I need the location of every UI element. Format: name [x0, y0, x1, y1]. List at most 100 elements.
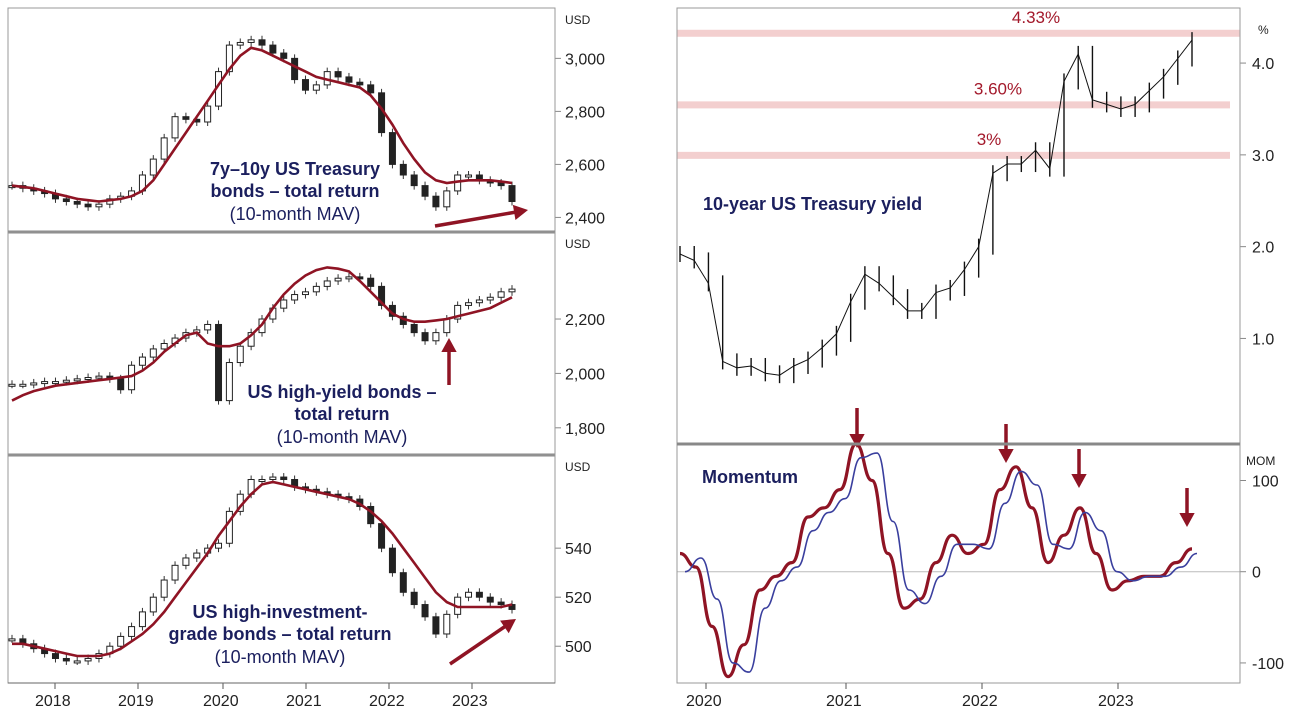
- x-tick-label-left-2: 2020: [203, 693, 239, 710]
- candle-body-1-19: [215, 323, 223, 402]
- candle-body-1-13: [149, 348, 157, 358]
- candle-body-2-15: [171, 564, 179, 581]
- candle-body-1-1: [19, 383, 27, 387]
- candle-body-0-18: [204, 105, 212, 123]
- candle-body-2-34: [378, 523, 386, 549]
- level-label-2: 3%: [977, 130, 1002, 149]
- candle-body-1-44: [486, 296, 494, 301]
- candle-body-2-5: [62, 657, 70, 662]
- candle-body-1-41: [454, 304, 462, 320]
- yield-y-tick-label-2: 2.0: [1252, 240, 1274, 257]
- panel-subtitle-1: (10-month MAV): [277, 427, 408, 447]
- candle-body-0-40: [443, 190, 451, 208]
- candle-body-0-20: [225, 44, 233, 73]
- signal-arrow-3-head: [1179, 512, 1195, 527]
- x-tick-label-right-3: 2023: [1098, 693, 1134, 710]
- candle-body-0-31: [345, 76, 353, 83]
- y-unit-label-1: USD: [565, 237, 591, 251]
- candle-body-2-38: [421, 604, 429, 618]
- candle-body-2-17: [193, 552, 201, 559]
- candle-body-0-16: [182, 116, 190, 120]
- yield-y-tick-label-0: 4.0: [1252, 56, 1274, 73]
- candle-body-2-43: [475, 591, 483, 598]
- candle-body-1-43: [475, 299, 483, 304]
- y-tick-label-2-0: 540: [565, 541, 592, 558]
- y-tick-label-1-2: 1,800: [565, 421, 605, 438]
- candle-body-1-5: [62, 379, 70, 383]
- candle-body-2-12: [138, 611, 146, 628]
- candle-body-0-38: [421, 185, 429, 197]
- rising-arrow-treasury-head: [512, 204, 528, 220]
- momentum-y-tick-label-1: 0: [1252, 565, 1261, 582]
- x-tick-label-left-4: 2022: [369, 693, 405, 710]
- candle-body-0-26: [291, 57, 299, 81]
- y-tick-label-2-1: 520: [565, 590, 592, 607]
- candle-body-0-46: [508, 185, 516, 203]
- candle-body-2-6: [73, 660, 81, 664]
- candle-body-2-20: [225, 510, 233, 544]
- treasury-7y10y-panel: 3,000 2,800 2,600 2,400 USD 7y–10y US Treasur…: [7, 7, 605, 457]
- candle-body-1-45: [497, 291, 505, 298]
- candle-body-2-19: [215, 542, 223, 549]
- candle-body-2-37: [410, 591, 418, 606]
- y-tick-label-0-1: 2,800: [565, 104, 605, 121]
- candle-body-0-6: [73, 201, 81, 205]
- candle-body-2-44: [486, 596, 494, 603]
- level-band-0: [677, 29, 1240, 37]
- candle-body-2-0: [8, 638, 16, 642]
- candle-body-0-15: [171, 116, 179, 139]
- candle-body-0-37: [410, 174, 418, 187]
- x-tick-label-left-0: 2018: [35, 693, 71, 710]
- candle-body-0-35: [388, 132, 396, 165]
- candle-body-1-40: [443, 318, 451, 334]
- candle-body-1-31: [345, 276, 353, 280]
- momentum-series-0: [679, 442, 1193, 679]
- panel-subtitle-2: (10-month MAV): [215, 647, 346, 667]
- candle-body-0-24: [269, 44, 277, 54]
- candle-body-0-13: [149, 158, 157, 176]
- y-tick-label-1-0: 2,200: [565, 312, 605, 329]
- level-label-0: 4.33%: [1012, 8, 1060, 27]
- candle-body-0-45: [497, 182, 505, 187]
- yield-line: [679, 39, 1193, 376]
- level-band-2: [677, 151, 1230, 159]
- candle-body-1-10: [117, 378, 125, 391]
- candle-body-2-11: [128, 626, 136, 637]
- candle-body-1-27: [301, 291, 309, 296]
- x-tick-label-left-1: 2019: [118, 693, 154, 710]
- signal-arrow-2-head: [1071, 473, 1087, 488]
- candle-body-0-8: [95, 203, 103, 208]
- signal-arrow-0-head: [849, 433, 865, 448]
- x-tick-label-right-2: 2022: [962, 693, 998, 710]
- candle-body-1-20: [225, 362, 233, 402]
- panel-title-line1-1: US high-yield bonds –: [247, 382, 436, 402]
- high-yield-panel: 2,200 2,000 1,800 USD US high-yield bonds –t…: [7, 231, 605, 456]
- candle-body-1-29: [323, 280, 331, 287]
- x-tick-label-right-1: 2021: [826, 693, 862, 710]
- panel-title-line2-1: total return: [294, 404, 389, 424]
- candle-body-1-8: [95, 375, 103, 379]
- x-tick-label-left-5: 2023: [452, 693, 488, 710]
- candle-body-0-5: [62, 198, 70, 203]
- rising-arrow-treasury-shaft: [434, 209, 519, 228]
- y-tick-label-0-3: 2,400: [565, 210, 605, 227]
- candle-body-1-28: [312, 285, 320, 293]
- candle-body-0-39: [432, 195, 440, 208]
- candle-body-1-33: [367, 277, 375, 287]
- y-tick-label-0-2: 2,600: [565, 157, 605, 174]
- candle-body-1-12: [138, 356, 146, 366]
- candle-body-1-38: [421, 332, 429, 342]
- momentum-y-tick-label-0: 100: [1252, 473, 1279, 490]
- panel-title-line1-0: 7y–10y US Treasury: [210, 159, 380, 179]
- candle-body-0-33: [367, 84, 375, 94]
- rising-arrow-investment-grade-head: [500, 619, 516, 634]
- yield-y-tick-label-1: 3.0: [1252, 148, 1274, 165]
- treasury-yield-panel: 4.33% 3.60% 3% 4.0 3.0 2.0 1.0% 10-year US Trea…: [676, 7, 1274, 445]
- candle-body-2-10: [117, 635, 125, 647]
- candle-body-0-21: [236, 41, 244, 46]
- panel-title-line1-2: US high-investment-: [192, 602, 367, 622]
- mav-line-2: [12, 480, 513, 658]
- candle-body-1-6: [73, 378, 81, 382]
- y-unit-label-2: USD: [565, 460, 591, 474]
